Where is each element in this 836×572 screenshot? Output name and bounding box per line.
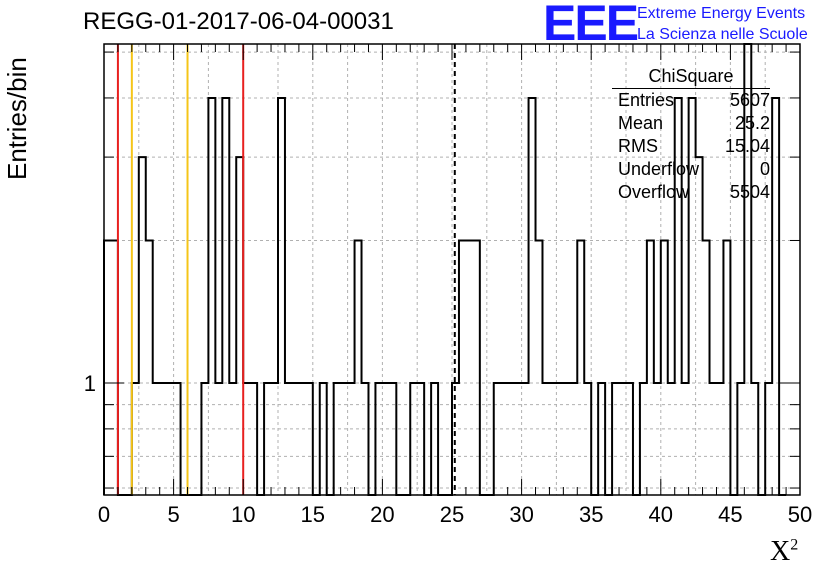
- stats-value: 5607: [729, 90, 770, 110]
- stats-value: 15.04: [724, 136, 770, 156]
- logo-line-2: La Scienza nelle Scuole: [637, 26, 808, 43]
- stats-value: 25.2: [734, 113, 770, 133]
- x-tick-label: 45: [718, 502, 742, 527]
- stats-label: Underflow: [618, 159, 700, 179]
- x-axis-label-base: X: [770, 536, 791, 567]
- histogram-series: [103, 43, 787, 496]
- stats-row-rms: RMS 15.04: [612, 135, 778, 158]
- x-tick-label: 10: [231, 502, 255, 527]
- stats-label: Entries: [618, 90, 675, 110]
- stats-row-overflow: Overflow 5504: [612, 181, 778, 204]
- stats-label: Overflow: [618, 182, 690, 202]
- x-axis-label: X2: [770, 536, 798, 568]
- x-tick-label: 20: [370, 502, 394, 527]
- stats-row-entries: Entries 5607: [612, 89, 778, 112]
- y-tick-label: 1: [84, 371, 96, 396]
- logo-line-1: Extreme Energy Events: [637, 5, 806, 22]
- x-tick-label: 35: [579, 502, 603, 527]
- stats-value: 5504: [729, 182, 770, 202]
- stats-title: ChiSquare: [612, 66, 770, 89]
- eee-logo-mark: EEE: [543, 0, 639, 51]
- x-tick-label: 50: [788, 502, 812, 527]
- stats-label: RMS: [618, 136, 658, 156]
- x-tick-label: 5: [167, 502, 179, 527]
- x-tick-label: 30: [509, 502, 533, 527]
- x-tick-label: 15: [301, 502, 325, 527]
- x-tick-label: 25: [440, 502, 464, 527]
- x-axis-label-superscript: 2: [790, 536, 799, 554]
- x-tick-label: 0: [98, 502, 110, 527]
- y-axis-label: Entries/bin: [2, 57, 32, 180]
- chart-title: REGG-01-2017-06-04-00031: [83, 8, 394, 35]
- stats-value: 0: [759, 159, 770, 179]
- stats-row-mean: Mean 25.2: [612, 112, 778, 135]
- x-tick-label: 40: [649, 502, 673, 527]
- stats-row-underflow: Underflow 0: [612, 158, 778, 181]
- stats-box: ChiSquare Entries 5607 Mean 25.2 RMS 15.04 Und…: [612, 66, 778, 204]
- stats-label: Mean: [618, 113, 664, 133]
